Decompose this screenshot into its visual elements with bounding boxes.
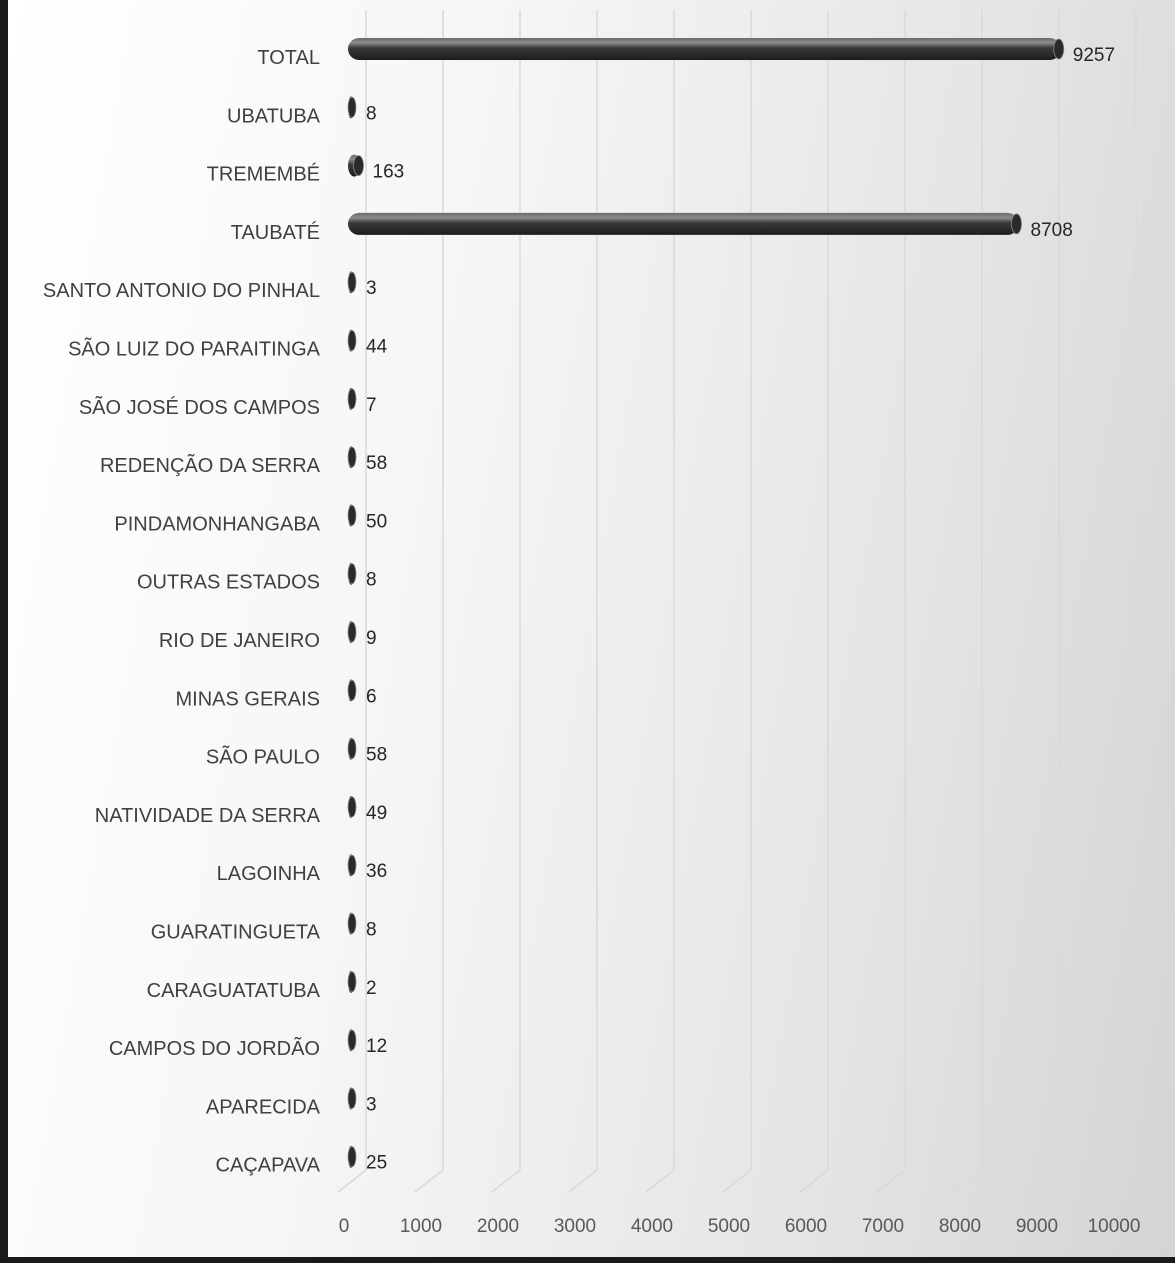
- value-label: 25: [366, 1153, 387, 1174]
- bar: [347, 737, 357, 760]
- category-label: CAÇAPAVA: [216, 1155, 321, 1177]
- gridline: [491, 10, 521, 1193]
- category-label: LAGOINHA: [217, 863, 321, 885]
- value-label: 50: [366, 511, 387, 532]
- category-label: APARECIDA: [206, 1096, 321, 1118]
- value-label: 7: [366, 395, 377, 416]
- gridline: [414, 10, 444, 1193]
- category-label: SÃO JOSÉ DOS CAMPOS: [79, 395, 320, 419]
- gridline: [722, 10, 752, 1193]
- gridline: [1030, 10, 1060, 1193]
- category-label: NATIVIDADE DA SERRA: [95, 805, 321, 827]
- category-label: GUARATINGUETA: [151, 922, 321, 944]
- gridline: [953, 10, 983, 1193]
- value-label: 8: [366, 920, 377, 941]
- category-label: SÃO PAULO: [206, 745, 320, 769]
- value-label: 2: [366, 978, 377, 999]
- bar: [347, 912, 357, 935]
- x-tick-label: 5000: [708, 1216, 750, 1237]
- value-label: 6: [366, 686, 377, 707]
- gridline: [645, 10, 675, 1193]
- value-label: 49: [366, 803, 387, 824]
- x-tick-label: 1000: [400, 1216, 442, 1237]
- bar: [347, 446, 357, 469]
- value-label: 9: [366, 628, 377, 649]
- bar: [347, 970, 357, 993]
- category-label: TOTAL: [257, 47, 320, 69]
- bar: [347, 271, 357, 294]
- category-label: CAMPOS DO JORDÃO: [109, 1036, 320, 1060]
- value-label: 58: [366, 745, 387, 766]
- x-tick-label: 9000: [1016, 1216, 1058, 1237]
- category-label: TAUBATÉ: [231, 221, 320, 244]
- value-label: 8708: [1031, 220, 1073, 241]
- value-label: 36: [366, 861, 387, 882]
- bar: [347, 387, 357, 410]
- bar: [347, 854, 357, 877]
- category-label: CARAGUATATUBA: [147, 980, 321, 1002]
- bar: [348, 212, 1022, 235]
- bar: [347, 1087, 357, 1110]
- x-tick-label: 4000: [631, 1216, 673, 1237]
- bar: [347, 795, 357, 818]
- category-label: MINAS GERAIS: [176, 688, 320, 710]
- bar: [347, 1029, 357, 1052]
- category-label: RIO DE JANEIRO: [159, 630, 320, 652]
- bar: [347, 621, 357, 643]
- x-tick-label: 2000: [477, 1216, 519, 1237]
- category-label: SÃO LUIZ DO PARAITINGA: [68, 337, 321, 361]
- bar: [348, 38, 1065, 60]
- bar: [348, 154, 364, 177]
- gridline: [799, 10, 829, 1193]
- x-tick-label: 10000: [1088, 1216, 1141, 1237]
- value-label: 163: [373, 162, 405, 183]
- category-label: REDENÇÃO DA SERRA: [100, 453, 321, 477]
- category-label: UBATUBA: [227, 105, 321, 127]
- gridline: [337, 10, 367, 1193]
- x-tick-label: 0: [339, 1216, 350, 1237]
- value-label: 44: [366, 337, 388, 358]
- bar: [347, 1145, 357, 1168]
- gridline: [568, 10, 598, 1193]
- value-label: 9257: [1073, 45, 1115, 66]
- category-labels: TOTAL UBATUBA TREMEMBÉ TAUBATÉ SANTO ANTONIO…: [43, 47, 321, 1177]
- value-label: 8: [366, 570, 377, 591]
- bar: [347, 329, 357, 352]
- x-tick-label: 7000: [862, 1216, 904, 1237]
- gridlines: [337, 10, 1137, 1193]
- bar-chart: TOTAL UBATUBA TREMEMBÉ TAUBATÉ SANTO ANTONIO…: [43, 10, 1141, 1237]
- gridline: [1107, 10, 1137, 1193]
- category-label: SANTO ANTONIO DO PINHAL: [43, 280, 320, 302]
- category-label: PINDAMONHANGABA: [114, 513, 320, 535]
- value-label: 12: [366, 1036, 387, 1057]
- category-label: OUTRAS ESTADOS: [137, 572, 320, 594]
- category-label: TREMEMBÉ: [207, 163, 320, 186]
- x-tick-label: 6000: [785, 1216, 827, 1237]
- bars: [347, 38, 1065, 1168]
- value-labels: 9257 8 163 8708 3 44 7 58 50 8 9 6 58 49 36 8 2 12 3 25: [366, 45, 1115, 1174]
- value-label: 58: [366, 453, 387, 474]
- x-tick-labels: 0 1000 2000 3000 4000 5000 6000 7000 8000 9000 100…: [339, 1216, 1141, 1237]
- bar: [347, 96, 357, 119]
- gridline: [876, 10, 906, 1193]
- value-label: 8: [366, 103, 377, 124]
- value-label: 3: [366, 1094, 377, 1115]
- x-tick-label: 3000: [554, 1216, 596, 1237]
- value-label: 3: [366, 278, 377, 299]
- bar: [347, 562, 357, 585]
- bar: [347, 504, 357, 527]
- x-tick-label: 8000: [939, 1216, 981, 1237]
- bar: [347, 679, 357, 702]
